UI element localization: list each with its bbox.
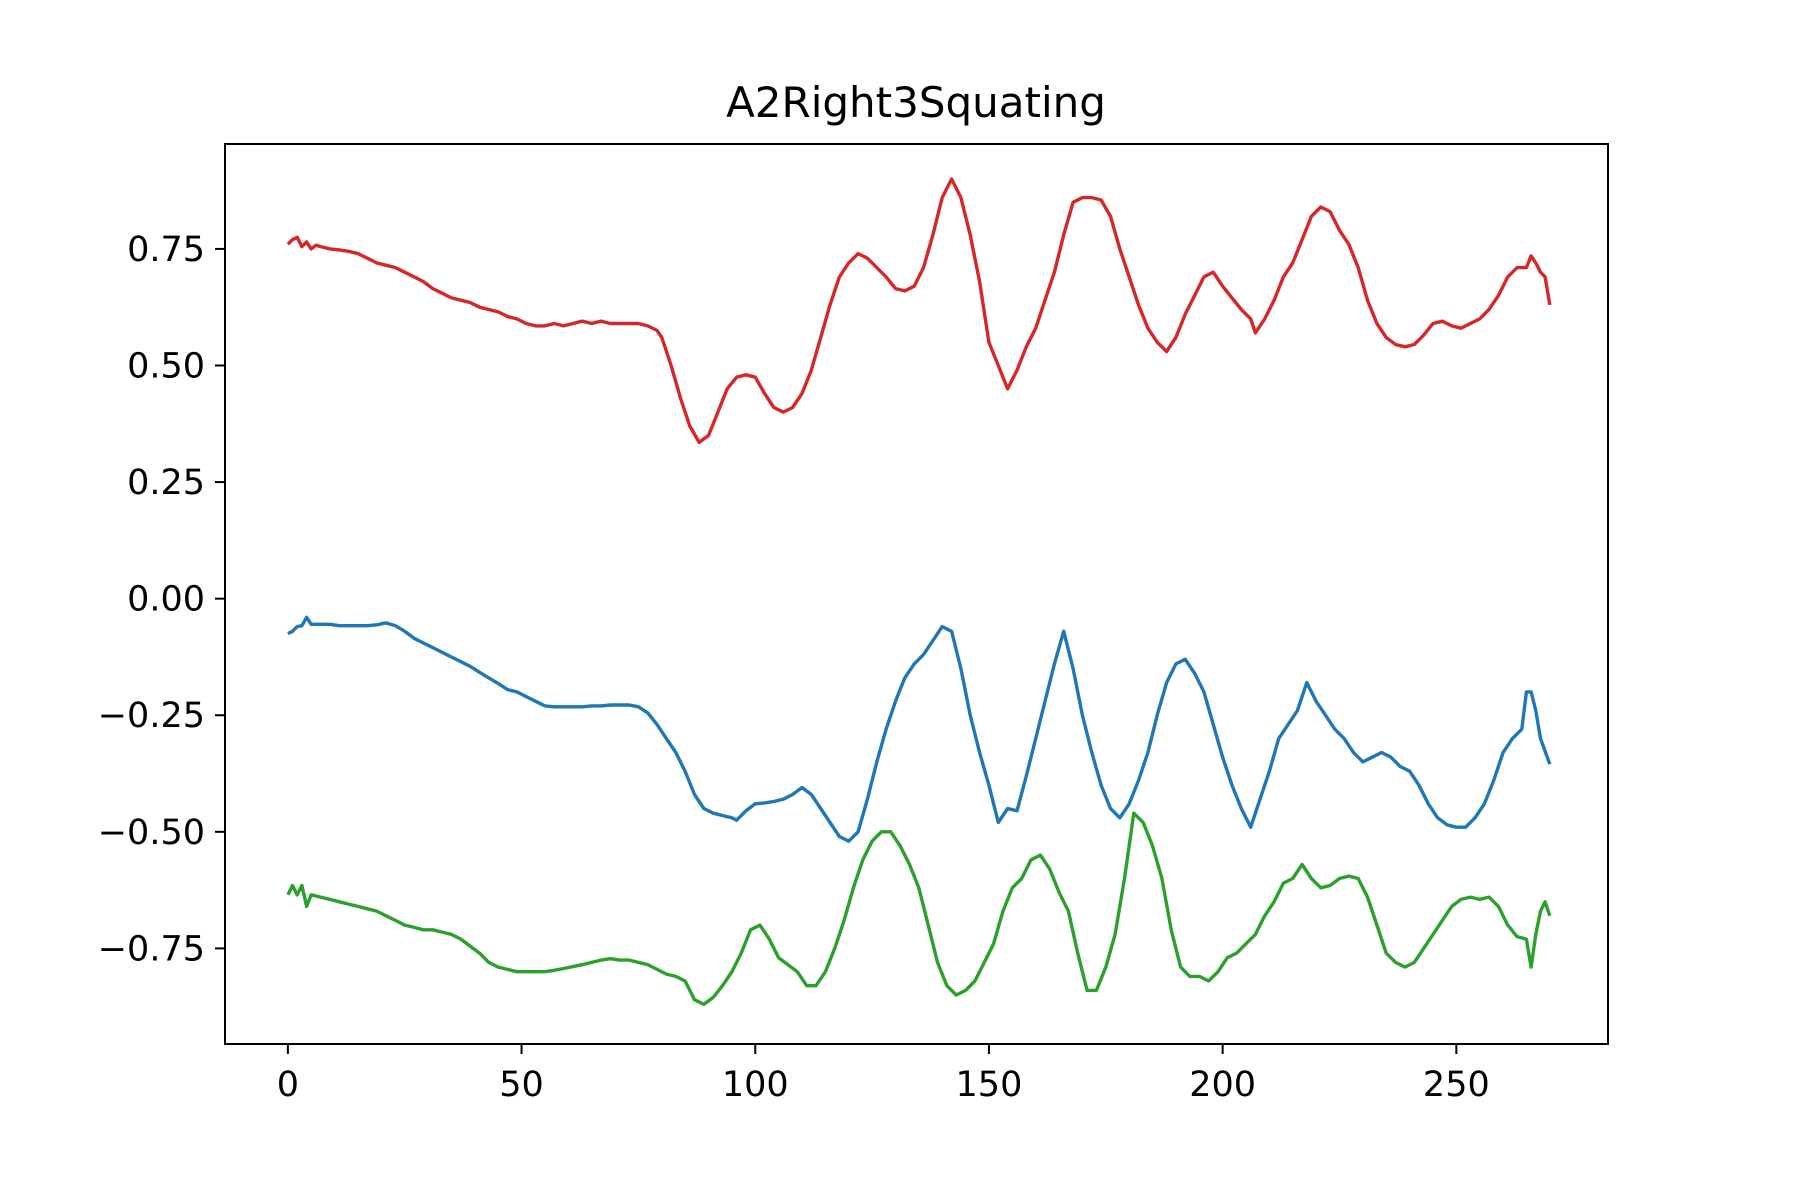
plot-frame	[224, 143, 1609, 1045]
y-tick-label: −0.75	[98, 929, 205, 969]
x-tick-label: 0	[277, 1065, 299, 1105]
y-tick-label: 0.50	[127, 347, 205, 387]
y-axis: 0.75 0.50 0.25 0.00 −0.25 −0.50 −0.75	[98, 230, 225, 969]
x-tick-label: 150	[956, 1065, 1023, 1105]
y-tick-label: 0.00	[127, 580, 205, 620]
series-line-1	[286, 177, 1552, 445]
x-tick-label: 250	[1423, 1065, 1490, 1105]
x-axis: 0 50 100 150 200 250	[277, 1044, 1490, 1105]
y-tick-label: 0.25	[127, 463, 205, 503]
x-tick-label: 200	[1189, 1065, 1256, 1105]
x-tick-label: 100	[722, 1065, 789, 1105]
x-tick-label: 50	[499, 1065, 544, 1105]
chart-title: A2Right3Squating	[726, 78, 1106, 127]
series-line-3	[286, 811, 1552, 1007]
y-tick-label: 0.75	[127, 230, 205, 270]
y-tick-label: −0.50	[98, 813, 205, 853]
y-tick-label: −0.25	[98, 696, 205, 736]
series-line-2	[287, 615, 1552, 843]
series-layer	[286, 177, 1552, 1007]
